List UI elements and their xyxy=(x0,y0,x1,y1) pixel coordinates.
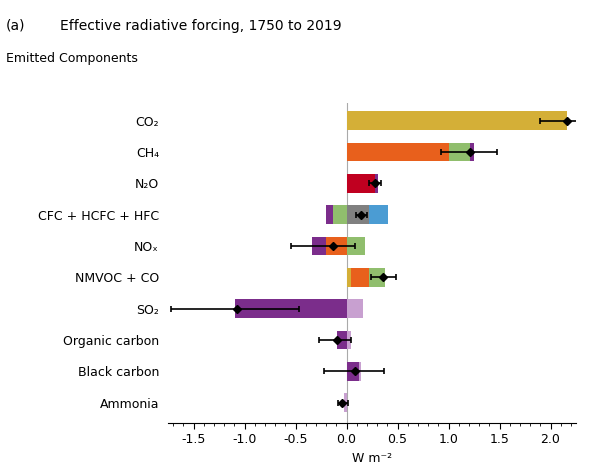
Bar xyxy=(347,111,567,130)
Bar xyxy=(347,330,350,349)
Bar xyxy=(347,268,350,287)
Bar xyxy=(333,205,347,224)
Bar xyxy=(344,393,347,412)
Bar xyxy=(369,268,385,287)
Text: Emitted Components: Emitted Components xyxy=(6,52,138,65)
Text: Effective radiative forcing, 1750 to 2019: Effective radiative forcing, 1750 to 201… xyxy=(60,19,341,33)
Bar xyxy=(235,299,347,318)
Bar xyxy=(312,236,326,255)
Bar xyxy=(347,362,361,381)
Bar xyxy=(326,236,347,255)
Bar xyxy=(369,205,388,224)
Bar xyxy=(347,236,365,255)
Bar xyxy=(347,362,359,381)
Bar xyxy=(449,142,470,161)
Bar xyxy=(347,142,449,161)
Bar xyxy=(326,205,333,224)
Bar xyxy=(470,142,474,161)
Bar xyxy=(347,205,369,224)
Bar xyxy=(347,299,363,318)
Text: (a): (a) xyxy=(6,19,25,33)
Bar xyxy=(337,330,347,349)
Bar xyxy=(375,174,378,193)
Bar xyxy=(350,268,369,287)
Bar xyxy=(347,174,375,193)
X-axis label: W m⁻²: W m⁻² xyxy=(352,452,392,465)
